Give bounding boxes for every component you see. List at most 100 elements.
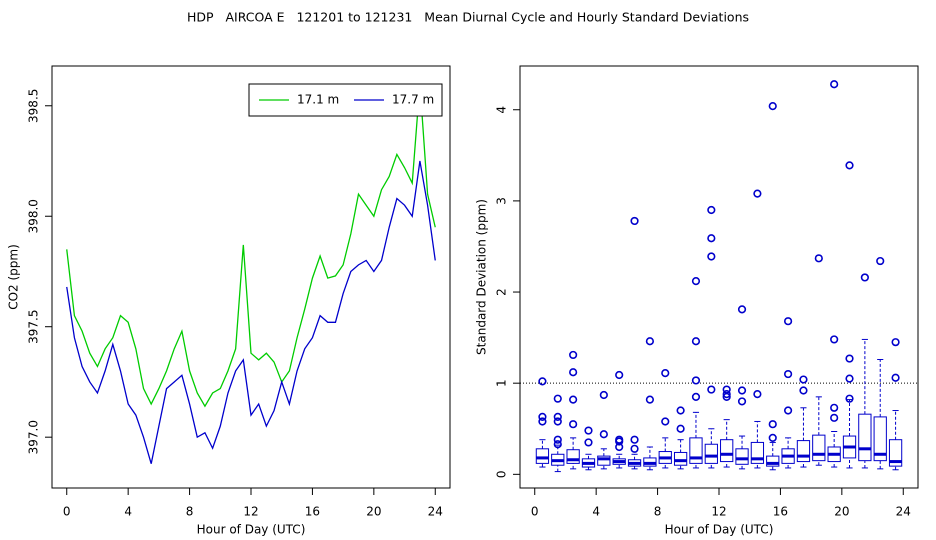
plot-frame — [51, 65, 451, 489]
x-tick-label: 12 — [711, 505, 726, 519]
outlier — [768, 433, 777, 442]
outlier — [615, 370, 624, 380]
box — [796, 440, 811, 463]
outlier — [799, 375, 808, 384]
outlier — [691, 376, 701, 385]
x-axis-label: Hour of Day (UTC) — [197, 523, 306, 537]
x-tick-label: 4 — [124, 505, 132, 519]
box — [566, 449, 580, 464]
outlier — [707, 385, 716, 394]
outlier — [799, 386, 808, 395]
outlier — [569, 420, 578, 429]
x-tick-label: 0 — [63, 505, 71, 519]
outlier — [845, 394, 854, 403]
outlier — [845, 161, 854, 170]
outlier — [569, 368, 578, 377]
box — [673, 451, 688, 466]
x-tick-label: 24 — [428, 505, 443, 519]
outlier — [891, 338, 900, 347]
outlier — [753, 390, 762, 399]
outlier — [584, 426, 593, 435]
outlier — [891, 373, 900, 382]
box — [766, 455, 780, 467]
outlier — [569, 350, 578, 360]
outlier — [876, 256, 885, 266]
outlier — [830, 403, 839, 412]
outlier — [661, 369, 670, 378]
outlier — [707, 205, 716, 215]
x-tick-label: 24 — [896, 505, 911, 519]
box — [704, 443, 718, 464]
y-tick-label: 3 — [495, 197, 509, 205]
outlier — [845, 354, 854, 363]
outlier — [722, 385, 731, 394]
y-tick-label: 2 — [495, 288, 509, 296]
y-tick-label: 4 — [495, 106, 509, 114]
outlier — [737, 386, 747, 395]
chart-title: HDP AIRCOA E 121201 to 121231 Mean Diurn… — [187, 10, 749, 25]
outlier — [737, 397, 747, 406]
outlier — [538, 412, 547, 422]
box — [812, 434, 826, 462]
outlier — [707, 234, 716, 243]
x-tick-label: 8 — [186, 505, 194, 519]
outlier — [830, 413, 839, 422]
y-tick-label: 398.0 — [27, 199, 41, 233]
outlier — [814, 254, 823, 263]
outlier — [768, 420, 777, 429]
outlier — [661, 417, 670, 426]
box — [597, 455, 611, 466]
box — [888, 439, 903, 467]
x-tick-label: 4 — [592, 505, 600, 519]
outlier — [538, 377, 547, 386]
outlier — [553, 435, 562, 444]
outlier — [676, 424, 685, 433]
outlier — [630, 444, 639, 453]
box — [689, 437, 703, 464]
series-line — [66, 160, 436, 464]
outlier — [691, 277, 701, 286]
legend-label: 17.7 m — [392, 93, 434, 107]
box — [720, 439, 734, 463]
outlier — [599, 430, 608, 439]
outlier — [569, 395, 578, 404]
outlier — [538, 417, 547, 426]
y-tick-label: 397.5 — [27, 310, 41, 344]
outlier — [691, 392, 701, 401]
outlier — [691, 337, 701, 346]
outlier — [722, 390, 731, 399]
outlier — [783, 406, 793, 415]
outlier — [645, 395, 655, 404]
box — [858, 413, 872, 462]
x-tick-label: 20 — [834, 505, 849, 519]
x-tick-label: 0 — [531, 505, 539, 519]
box — [873, 416, 887, 462]
outlier — [753, 189, 762, 198]
y-tick-label: 397.0 — [27, 420, 41, 454]
outlier — [768, 102, 777, 111]
y-tick-label: 398.5 — [27, 89, 41, 123]
x-axis-label: Hour of Day (UTC) — [665, 523, 774, 537]
outlier — [553, 440, 562, 449]
box — [735, 448, 749, 465]
outlier — [553, 394, 562, 403]
outlier — [783, 369, 793, 379]
outlier — [845, 374, 854, 383]
outlier — [830, 335, 839, 344]
x-tick-label: 16 — [773, 505, 788, 519]
box — [535, 448, 550, 464]
outlier — [630, 216, 639, 226]
outlier — [553, 412, 562, 422]
outlier — [676, 406, 685, 415]
outlier — [830, 80, 839, 89]
y-axis-label: Standard Deviation (ppm) — [475, 199, 489, 355]
outlier — [783, 317, 793, 326]
series-line — [66, 83, 436, 408]
outlier — [615, 435, 624, 444]
x-tick-label: 8 — [654, 505, 662, 519]
outlier — [860, 273, 869, 282]
y-tick-label: 0 — [495, 471, 509, 479]
y-axis-label: CO2 (ppm) — [7, 244, 21, 310]
x-tick-label: 12 — [243, 505, 258, 519]
